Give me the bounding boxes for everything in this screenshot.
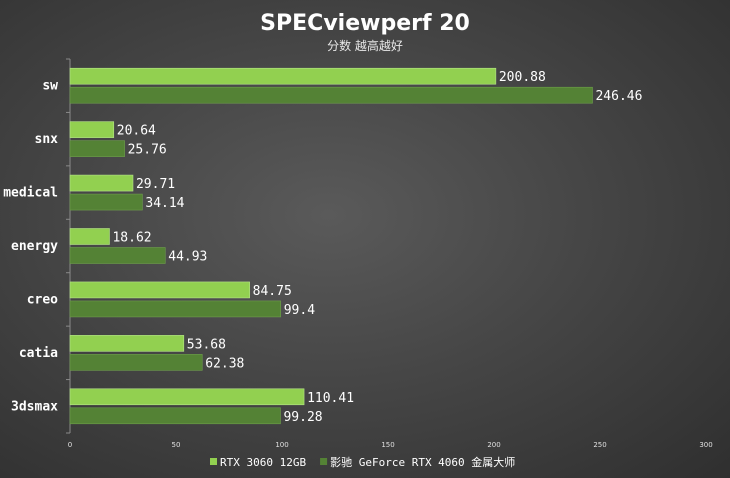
chart-subtitle: 分数 越高越好 <box>327 38 403 53</box>
bar-rtx-3060 <box>69 67 497 85</box>
bar-rtx-4060 <box>69 354 203 371</box>
bar-rtx-4060 <box>69 140 125 157</box>
data-label: 99.4 <box>284 303 315 318</box>
bar-rtx-3060 <box>69 388 305 406</box>
legend-label: 影驰 GeForce RTX 4060 金属大师 <box>330 455 515 469</box>
data-label: 53.68 <box>187 337 226 352</box>
data-label: 62.38 <box>205 356 244 371</box>
data-label: 18.62 <box>112 231 151 246</box>
data-label: 110.41 <box>307 391 354 406</box>
data-label: 84.75 <box>253 284 292 299</box>
legend-swatch <box>210 458 217 465</box>
data-label: 20.64 <box>117 124 156 139</box>
category-label: sw <box>42 79 58 94</box>
category-label: 3dsmax <box>11 399 58 414</box>
legend-label: RTX 3060 12GB <box>220 456 306 469</box>
x-tick-label: 100 <box>275 441 288 449</box>
data-label: 200.88 <box>499 70 546 85</box>
x-tick-label: 250 <box>593 441 606 449</box>
category-label: creo <box>27 292 58 307</box>
category-label: medical <box>3 186 58 201</box>
category-label: energy <box>11 239 58 254</box>
x-tick-label: 0 <box>68 441 72 449</box>
data-label: 25.76 <box>128 143 167 158</box>
bar-rtx-3060 <box>69 335 185 352</box>
bar-rtx-4060 <box>69 247 166 264</box>
data-label: 29.71 <box>136 177 175 192</box>
x-tick-label: 300 <box>699 441 712 449</box>
bar-rtx-4060 <box>69 300 282 318</box>
x-tick-label: 50 <box>172 441 181 449</box>
x-tick-label: 150 <box>381 441 394 449</box>
data-label: 99.28 <box>283 410 322 425</box>
bar-rtx-3060 <box>69 228 110 245</box>
bar-rtx-4060 <box>69 193 143 211</box>
x-tick-label: 200 <box>487 441 500 449</box>
bar-rtx-3060 <box>69 121 115 138</box>
data-label: 246.46 <box>595 89 642 104</box>
category-label: catia <box>19 346 58 361</box>
bar-rtx-4060 <box>69 407 281 425</box>
bar-rtx-3060 <box>69 281 250 299</box>
chart-title: SPECviewperf 20 <box>260 11 470 36</box>
bar-rtx-4060 <box>69 86 593 104</box>
plot-area: sw 200.88 246.46 snx 20.64 25.76 medical 29.71 3… <box>3 58 713 449</box>
legend-swatch <box>320 458 328 465</box>
data-label: 44.93 <box>168 250 207 265</box>
bar-rtx-3060 <box>69 174 134 192</box>
legend: RTX 3060 12GB 影驰 GeForce RTX 4060 金属大师 <box>210 455 515 469</box>
category-label: snx <box>35 132 59 147</box>
data-label: 34.14 <box>145 196 184 211</box>
